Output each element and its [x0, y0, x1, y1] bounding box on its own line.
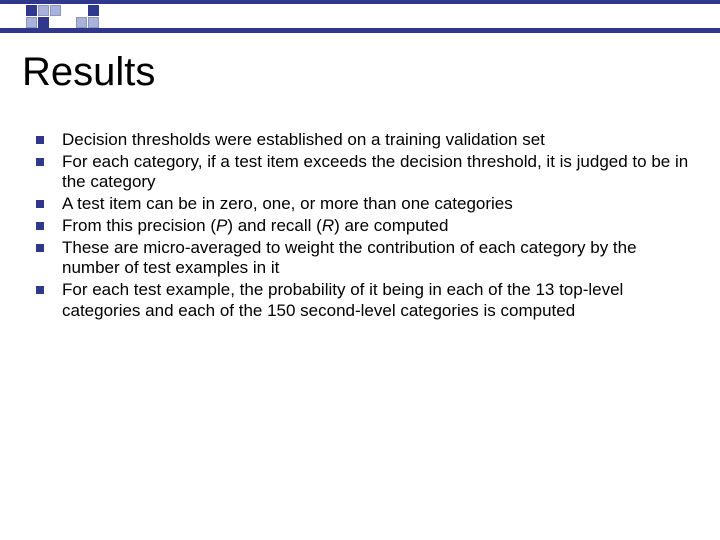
bullet-text: A test item can be in zero, one, or more…: [62, 194, 513, 213]
bullet-item: For each test example, the probability o…: [36, 280, 696, 321]
slide: Results Decision thresholds were establi…: [0, 0, 720, 540]
bullet-item: For each category, if a test item exceed…: [36, 152, 696, 193]
square-bullet-icon: [36, 200, 44, 208]
square-bullet-icon: [36, 244, 44, 252]
header-square: [26, 5, 37, 16]
header-square: [76, 17, 87, 28]
square-bullet-icon: [36, 158, 44, 166]
header-decor: [0, 0, 720, 34]
square-bullet-icon: [36, 136, 44, 144]
bullet-item: Decision thresholds were established on …: [36, 130, 696, 151]
bullet-item: A test item can be in zero, one, or more…: [36, 194, 696, 215]
bullet-item: From this precision (P) and recall (R) a…: [36, 216, 696, 237]
header-square: [26, 17, 37, 28]
header-square: [88, 17, 99, 28]
bullet-text: From this precision (P) and recall (R) a…: [62, 216, 448, 235]
slide-body: Decision thresholds were established on …: [36, 130, 696, 323]
square-bullet-icon: [36, 222, 44, 230]
bullet-text: For each test example, the probability o…: [62, 280, 623, 320]
header-bar-top: [0, 0, 720, 4]
bullet-item: These are micro-averaged to weight the c…: [36, 238, 696, 279]
header-square: [38, 5, 49, 16]
bullet-list: Decision thresholds were established on …: [36, 130, 696, 322]
header-bar-bottom: [0, 28, 720, 33]
bullet-text: Decision thresholds were established on …: [62, 130, 545, 149]
bullet-text: These are micro-averaged to weight the c…: [62, 238, 637, 278]
header-square: [38, 17, 49, 28]
header-square: [88, 5, 99, 16]
bullet-text: For each category, if a test item exceed…: [62, 152, 688, 192]
slide-title: Results: [22, 50, 155, 95]
square-bullet-icon: [36, 286, 44, 294]
header-square: [50, 5, 61, 16]
